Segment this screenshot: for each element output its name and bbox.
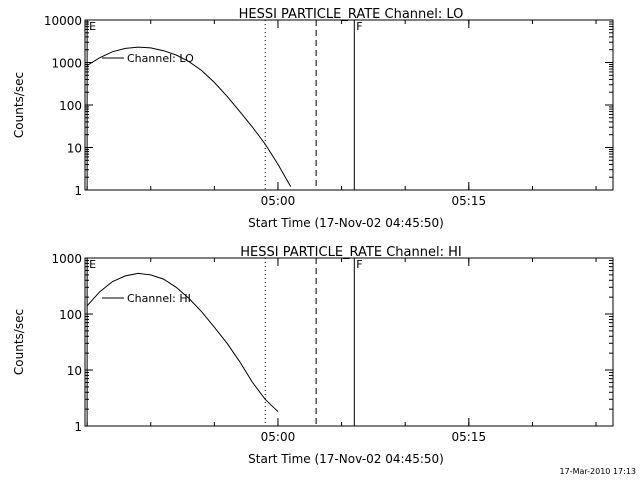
y-tick-label: 1 [74, 420, 82, 434]
y-tick-label: 1 [74, 184, 82, 198]
legend: Channel: HI [102, 292, 191, 305]
y-axis-label: Counts/sec [12, 72, 26, 138]
flag-label: E [89, 258, 96, 271]
y-tick-label: 100 [59, 308, 82, 322]
legend: Channel: LO [102, 52, 194, 65]
x-tick-label: 05:00 [261, 194, 296, 208]
legend-label: Channel: HI [127, 292, 191, 305]
y-tick-label: 10 [67, 142, 82, 156]
y-axis-label: Counts/sec [12, 309, 26, 375]
plot-frame [84, 257, 614, 427]
flag-label: F [356, 20, 362, 33]
y-tick-label: 1000 [51, 252, 82, 266]
y-tick-label: 10 [67, 364, 82, 378]
y-tick-label: 10000 [44, 14, 82, 28]
data-line [86, 46, 292, 187]
chart-title: HESSI PARTICLE_RATE Channel: LO [239, 7, 464, 22]
flag-label: F [356, 258, 362, 271]
chart-title: HESSI PARTICLE_RATE Channel: HI [240, 245, 461, 260]
x-tick-label: 05:15 [452, 194, 487, 208]
footer-timestamp: 17-Mar-2010 17:13 [560, 467, 637, 476]
y-tick-label: 1000 [51, 57, 82, 71]
x-tick-label: 05:00 [261, 430, 296, 444]
plot-frame [84, 19, 614, 191]
x-tick-label: 05:15 [452, 430, 487, 444]
x-axis-label: Start Time (17-Nov-02 04:45:50) [248, 216, 444, 230]
x-axis-label: Start Time (17-Nov-02 04:45:50) [248, 452, 444, 466]
panel-hi: HESSI PARTICLE_RATE Channel: HI Counts/s… [12, 245, 614, 466]
legend-label: Channel: LO [127, 52, 194, 65]
panel-lo: HESSI PARTICLE_RATE Channel: LO Counts/s… [12, 7, 614, 230]
y-tick-label: 100 [59, 99, 82, 113]
data-line [86, 272, 279, 413]
flag-label: E [89, 20, 96, 33]
